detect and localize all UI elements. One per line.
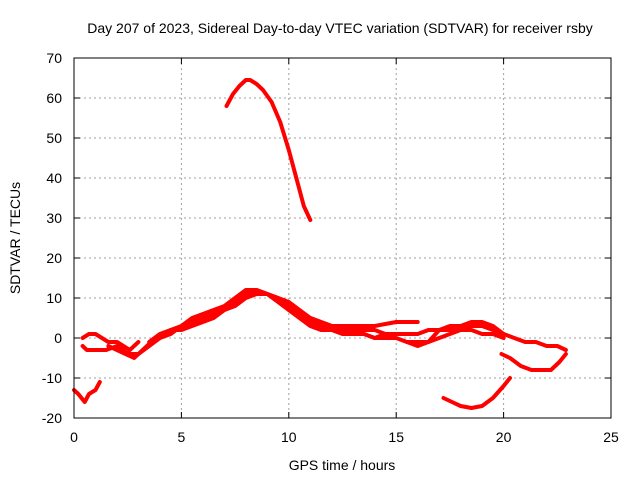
x-tick-label: 10 [281,429,297,445]
plot-border [73,57,612,419]
y-axis-label: SDTVAR / TECUs [7,182,23,294]
series-line-s5 [119,288,409,356]
series-line-s11 [441,376,512,410]
x-tick-label: 5 [178,429,186,445]
y-tick-label: 70 [46,50,62,66]
y-tick-label: 50 [46,130,62,146]
chart-title: Day 207 of 2023, Sidereal Day-to-day VTE… [87,20,593,36]
x-tick-label: 25 [603,429,619,445]
y-ticks: -20 -10 0 10 20 30 40 50 60 70 [42,50,611,426]
data-series [72,78,568,410]
y-tick-label: 40 [46,170,62,186]
series-line-s7 [224,78,313,222]
series-line-s1 [72,380,102,404]
y-tick-label: 10 [46,290,62,306]
y-tick-label: -20 [42,410,62,426]
y-tick-label: 0 [54,330,62,346]
y-tick-label: 20 [46,250,62,266]
y-tick-label: -10 [42,370,62,386]
x-axis-label: GPS time / hours [289,457,396,473]
series-line-s2 [80,344,126,352]
series-line-s9 [404,320,506,348]
series-line-s4 [106,288,420,360]
series-line-s3 [80,332,141,352]
y-tick-label: 30 [46,210,62,226]
series-line-s8 [286,308,568,352]
x-tick-label: 20 [496,429,512,445]
series-line-s10 [499,352,568,372]
y-tick-label: 60 [46,90,62,106]
x-tick-label: 15 [388,429,404,445]
grid [74,58,611,418]
x-ticks: 0 5 10 15 20 25 [70,58,619,445]
x-tick-label: 0 [70,429,78,445]
series-line-s6 [147,292,506,344]
